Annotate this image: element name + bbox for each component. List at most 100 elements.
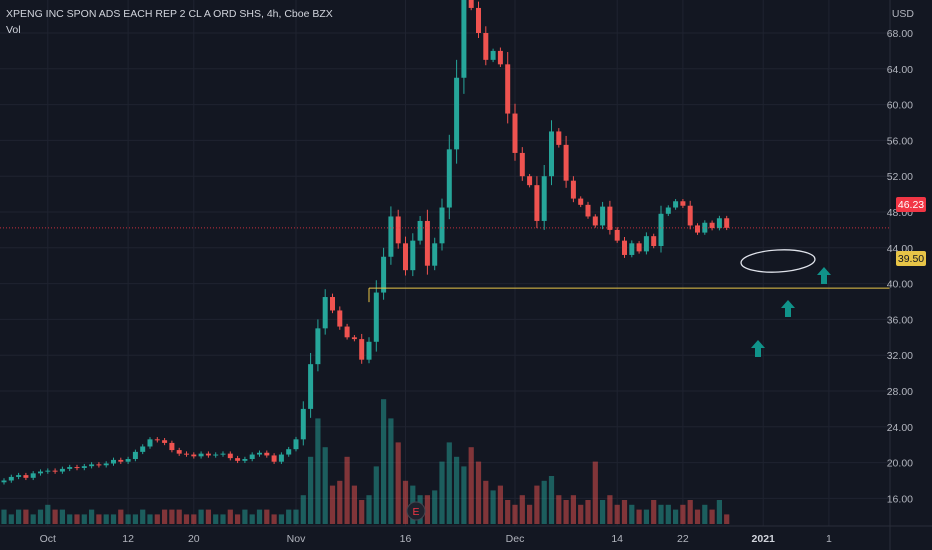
price-axis[interactable]: 68.0064.0060.0056.0052.0048.0044.0040.00… xyxy=(887,28,913,505)
candle-body xyxy=(527,176,533,186)
price-tick-label: 52.00 xyxy=(887,171,913,183)
volume-bar xyxy=(563,500,569,524)
candle-body xyxy=(395,216,401,244)
volume-bar xyxy=(286,509,292,524)
volume-bar xyxy=(505,500,511,524)
grid xyxy=(0,0,890,526)
volume-bar xyxy=(600,500,606,524)
user-drawings[interactable] xyxy=(740,248,831,357)
volume-bar xyxy=(694,509,701,524)
volume-bar xyxy=(483,480,489,524)
volume-bar xyxy=(373,466,379,524)
volume-bar xyxy=(673,509,679,524)
volume-bar xyxy=(359,500,365,524)
candle-body xyxy=(651,236,657,247)
candle-body xyxy=(439,207,445,244)
arrow-up-icon[interactable] xyxy=(751,340,765,357)
price-tick-label: 64.00 xyxy=(887,64,913,76)
candle-body xyxy=(176,450,182,454)
candle-body xyxy=(490,50,496,60)
level-price-label: 39.50 xyxy=(898,253,924,265)
volume-bar xyxy=(329,485,336,524)
price-tick-label: 16.00 xyxy=(887,493,913,505)
candle-body xyxy=(271,455,277,462)
candle-body xyxy=(622,240,627,255)
candle-body xyxy=(191,454,197,457)
volume-bar xyxy=(220,514,226,524)
price-tick-label: 36.00 xyxy=(887,314,913,326)
candle-body xyxy=(585,204,591,217)
candle-body xyxy=(665,207,671,214)
volume-bar xyxy=(446,442,452,524)
candle-body xyxy=(118,459,124,462)
candle-body xyxy=(257,452,262,455)
event-marker[interactable]: E xyxy=(406,501,426,521)
volume-bar xyxy=(52,509,58,524)
volume-bar xyxy=(308,456,314,524)
volume-bar xyxy=(548,476,555,524)
volume-bar xyxy=(512,504,518,524)
volume-bar xyxy=(45,504,51,524)
volume-bar xyxy=(519,495,525,524)
time-tick-label: Nov xyxy=(287,533,306,545)
volume-bar xyxy=(249,514,255,524)
candle-body xyxy=(417,220,423,241)
candle-body xyxy=(132,451,138,460)
candle-body xyxy=(96,464,102,466)
candle-body xyxy=(403,243,408,271)
candle-body xyxy=(140,446,146,452)
volume-bar xyxy=(191,514,197,524)
volume-bar xyxy=(176,509,182,524)
candle-body xyxy=(468,0,474,8)
candle-body xyxy=(220,453,226,455)
volume-bar xyxy=(643,509,649,524)
volume-bar xyxy=(607,495,613,524)
volume-bar xyxy=(724,514,730,524)
currency-label[interactable]: USD xyxy=(892,8,915,20)
volume-bar xyxy=(242,509,248,524)
candle-body xyxy=(359,339,365,360)
candle-body xyxy=(205,453,211,456)
volume-bar xyxy=(592,461,598,524)
highlight-ellipse[interactable] xyxy=(740,248,816,274)
price-tick-label: 20.00 xyxy=(887,458,913,470)
price-tick-label: 28.00 xyxy=(887,386,913,398)
candle-body xyxy=(249,454,255,460)
arrow-up-icon[interactable] xyxy=(781,300,795,317)
candle-body xyxy=(125,459,131,462)
time-axis[interactable]: Oct 12 20 Nov 16 Dec 14 22 2021 1 xyxy=(40,533,832,545)
arrow-up-icon[interactable] xyxy=(817,267,831,284)
candle-body xyxy=(198,453,204,457)
candle-body xyxy=(169,442,175,451)
volume-indicator-label[interactable]: Vol xyxy=(6,24,21,36)
candle-body xyxy=(497,50,503,65)
candle-body xyxy=(235,458,241,461)
candle-body xyxy=(1,480,7,483)
volume-bar xyxy=(256,509,263,524)
candle-body xyxy=(534,185,540,221)
volume-bar xyxy=(74,514,80,524)
candle-body xyxy=(709,222,715,229)
symbol-title[interactable]: XPENG INC SPON ADS EACH REP 2 CL A ORD S… xyxy=(6,8,333,20)
volume-bar xyxy=(103,514,109,524)
candle-body xyxy=(162,440,168,443)
volume-bar xyxy=(67,514,73,524)
candle-body xyxy=(505,64,511,114)
candle-body xyxy=(89,464,95,467)
price-tick-label: 32.00 xyxy=(887,350,913,362)
volume-bar xyxy=(468,447,474,524)
candle-body xyxy=(512,113,518,153)
volume-bar xyxy=(402,480,409,524)
candle-body xyxy=(278,454,284,462)
candle-body xyxy=(702,222,708,233)
candle-body xyxy=(461,0,467,78)
volume-bar xyxy=(322,447,328,524)
volume-bar xyxy=(344,456,350,524)
volume-bar xyxy=(461,466,467,524)
price-tick-label: 60.00 xyxy=(887,100,913,112)
volume-bar xyxy=(59,509,65,524)
volume-bar xyxy=(716,500,722,524)
candle-body xyxy=(570,180,576,199)
